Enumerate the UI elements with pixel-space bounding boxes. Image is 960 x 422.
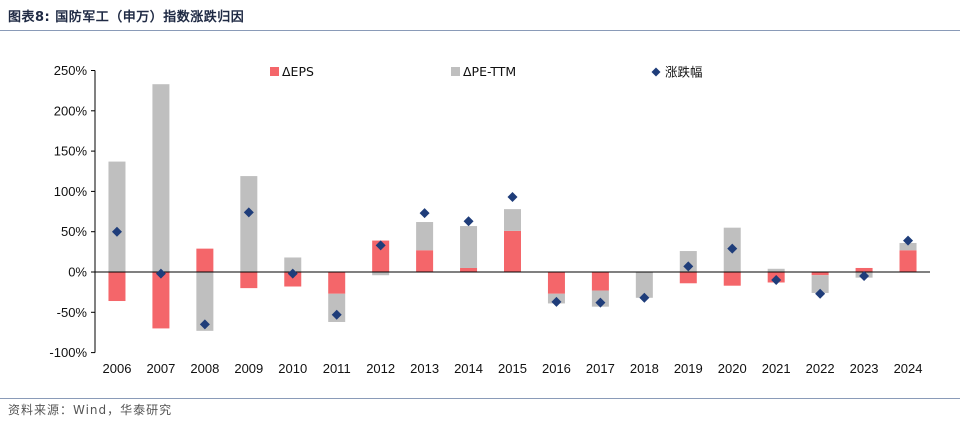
legend-eps-swatch [270,67,279,76]
x-tick-label: 2007 [146,361,175,376]
bars-layer [108,84,917,331]
eps-bar-2007 [152,272,170,329]
x-tick-label: 2006 [103,361,132,376]
change-marker-2012 [375,240,386,251]
change-marker-2018 [639,292,650,303]
change-marker-2024 [903,235,914,246]
legend-change-label: 涨跌幅 [665,65,703,80]
eps-bar-2024 [899,250,917,272]
change-marker-2019 [683,261,694,272]
y-tick-label: 100% [54,184,88,199]
x-tick-label: 2023 [850,361,879,376]
x-tick-label: 2016 [542,361,571,376]
legend-pe-label: ΔPE-TTM [463,64,516,79]
y-tick-label: 150% [54,144,88,159]
eps-bar-2015 [504,230,521,272]
eps-bar-2010 [284,272,302,287]
eps-bar-2012 [372,240,390,272]
x-tick-label: 2024 [894,361,923,376]
x-tick-label: 2009 [234,361,263,376]
eps-bar-2017 [591,272,609,291]
legend-pe-swatch [451,67,460,76]
y-tick-label: -100% [49,345,87,360]
eps-bar-2022 [811,272,829,276]
change-marker-2020 [727,243,738,254]
change-marker-2008 [199,319,210,330]
pe-bar-2015 [504,209,521,231]
eps-bar-2014 [460,267,478,272]
x-tick-label: 2021 [762,361,791,376]
legend: ΔEPS ΔPE-TTM 涨跌幅 [270,64,703,80]
x-tick-label: 2018 [630,361,659,376]
pe-bar-2021 [767,268,785,272]
x-tick-label: 2012 [366,361,395,376]
change-marker-2017 [595,297,606,308]
chart: 250% 200% 150% 100% 50% 0% -50% -100% 2006 2007 20… [49,63,930,376]
page-title: 图表8: 国防军工（申万）指数涨跌归因 [8,10,245,25]
pe-bar-2007 [152,84,170,272]
y-tick-label: 250% [54,63,88,78]
pe-bar-2008 [196,272,214,331]
change-marker-2010 [287,268,298,279]
x-tick-label: 2017 [586,361,615,376]
legend-change-swatch [651,67,661,77]
top-divider [0,30,960,31]
markers-layer [111,192,914,330]
eps-bar-2023 [855,267,873,272]
change-marker-2013 [419,208,430,219]
pe-bar-2009 [240,176,258,272]
pe-bar-2010 [284,257,302,272]
eps-bar-2011 [328,272,346,294]
pe-bar-2022 [811,275,829,293]
change-marker-2007 [155,268,166,279]
eps-bar-2013 [416,250,434,272]
change-marker-2014 [463,216,474,227]
change-marker-2011 [331,309,342,320]
change-marker-2009 [243,207,254,218]
eps-bar-2019 [679,272,697,284]
eps-bar-2006 [108,272,126,302]
eps-bar-2020 [723,272,741,286]
x-tick-label: 2014 [454,361,483,376]
pe-bar-2014 [460,226,478,268]
pe-bar-2013 [416,222,434,251]
y-tick-label: 50% [61,224,87,239]
source-note: 资料来源：Wind，华泰研究 [8,403,173,417]
x-tick-label: 2008 [190,361,219,376]
x-tick-label: 2019 [674,361,703,376]
pe-bar-2018 [635,272,653,298]
pe-bar-2024 [899,242,917,251]
change-marker-2016 [551,296,562,307]
axis-layer: 250% 200% 150% 100% 50% 0% -50% -100% 2006 2007 20… [49,63,930,376]
x-tick-label: 2022 [806,361,835,376]
y-tick-label: 0% [68,265,87,280]
change-marker-2022 [815,288,826,299]
pe-bar-2006 [108,161,126,272]
x-tick-label: 2011 [323,361,351,376]
x-tick-label: 2015 [498,361,527,376]
legend-eps-label: ΔEPS [282,64,314,79]
y-tick-label: 200% [54,103,88,118]
eps-bar-2008 [196,248,214,272]
x-tick-label: 2010 [278,361,307,376]
pe-bar-2012 [372,272,390,276]
x-tick-label: 2020 [718,361,747,376]
change-marker-2023 [859,271,870,282]
eps-bar-2009 [240,272,258,289]
y-tick-label: -50% [57,305,88,320]
change-marker-2021 [771,275,782,286]
eps-bar-2016 [547,272,565,294]
bottom-divider [0,398,960,399]
change-marker-2006 [111,226,122,237]
change-marker-2015 [507,192,518,203]
x-tick-label: 2013 [410,361,439,376]
